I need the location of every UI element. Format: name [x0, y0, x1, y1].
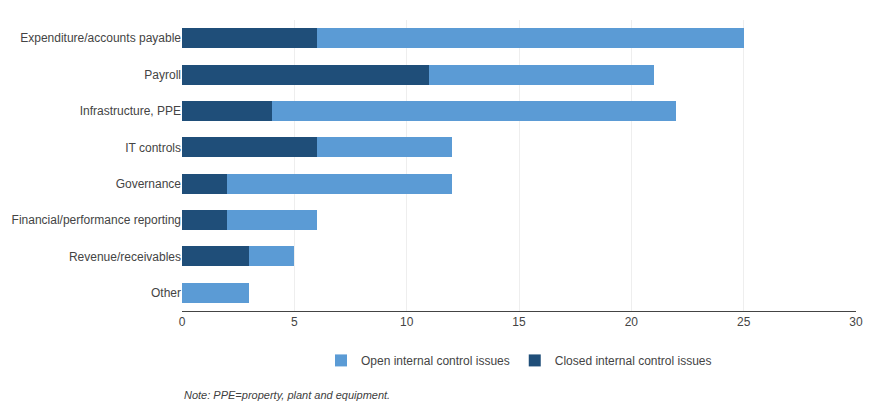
svg-text:15: 15	[512, 315, 526, 329]
svg-text:25: 25	[737, 315, 751, 329]
svg-text:10: 10	[400, 315, 414, 329]
svg-text:Revenue/receivables: Revenue/receivables	[69, 250, 181, 264]
svg-text:Payroll: Payroll	[144, 68, 181, 82]
svg-text:Infrastructure, PPE: Infrastructure, PPE	[80, 104, 181, 118]
svg-text:5: 5	[291, 315, 298, 329]
svg-text:Note: PPE=property, plant and: Note: PPE=property, plant and equipment.	[184, 389, 390, 401]
svg-text:20: 20	[625, 315, 639, 329]
svg-text:Closed internal control issues: Closed internal control issues	[555, 354, 712, 368]
svg-text:Other: Other	[151, 286, 181, 300]
svg-text:30: 30	[849, 315, 863, 329]
svg-text:Financial/performance reportin: Financial/performance reporting	[12, 213, 181, 227]
svg-text:IT controls: IT controls	[125, 141, 181, 155]
svg-text:Open internal control issues: Open internal control issues	[361, 354, 510, 368]
svg-text:Expenditure/accounts payable: Expenditure/accounts payable	[20, 31, 181, 45]
svg-text:0: 0	[179, 315, 186, 329]
svg-text:Governance: Governance	[116, 177, 182, 191]
